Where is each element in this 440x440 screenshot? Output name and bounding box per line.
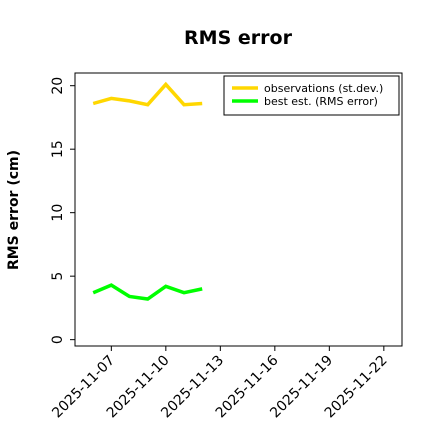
plot-frame [74,72,403,347]
y-tick-label: 0 [50,335,66,344]
legend: observations (st.dev.)best est. (RMS err… [223,75,400,116]
y-axis-ticks: 0 5 10 15 20 [50,77,75,344]
y-axis-label: RMS error (cm) [6,150,22,270]
y-tick-label: 20 [50,77,66,95]
series-line-2 [92,283,203,301]
legend-label: best est. (RMS error) [264,95,378,108]
legend-box [223,75,400,116]
legend-label: observations (st.dev.) [264,82,383,95]
series-line-1 [92,81,203,107]
x-axis-ticks: 2025-11-072025-11-102025-11-132025-11-16… [49,346,391,421]
chart-title: RMS error [184,27,293,49]
y-tick-label: 10 [50,204,66,222]
y-tick-label: 5 [50,272,66,281]
series-layer [92,81,203,301]
y-tick-label: 15 [50,140,66,158]
